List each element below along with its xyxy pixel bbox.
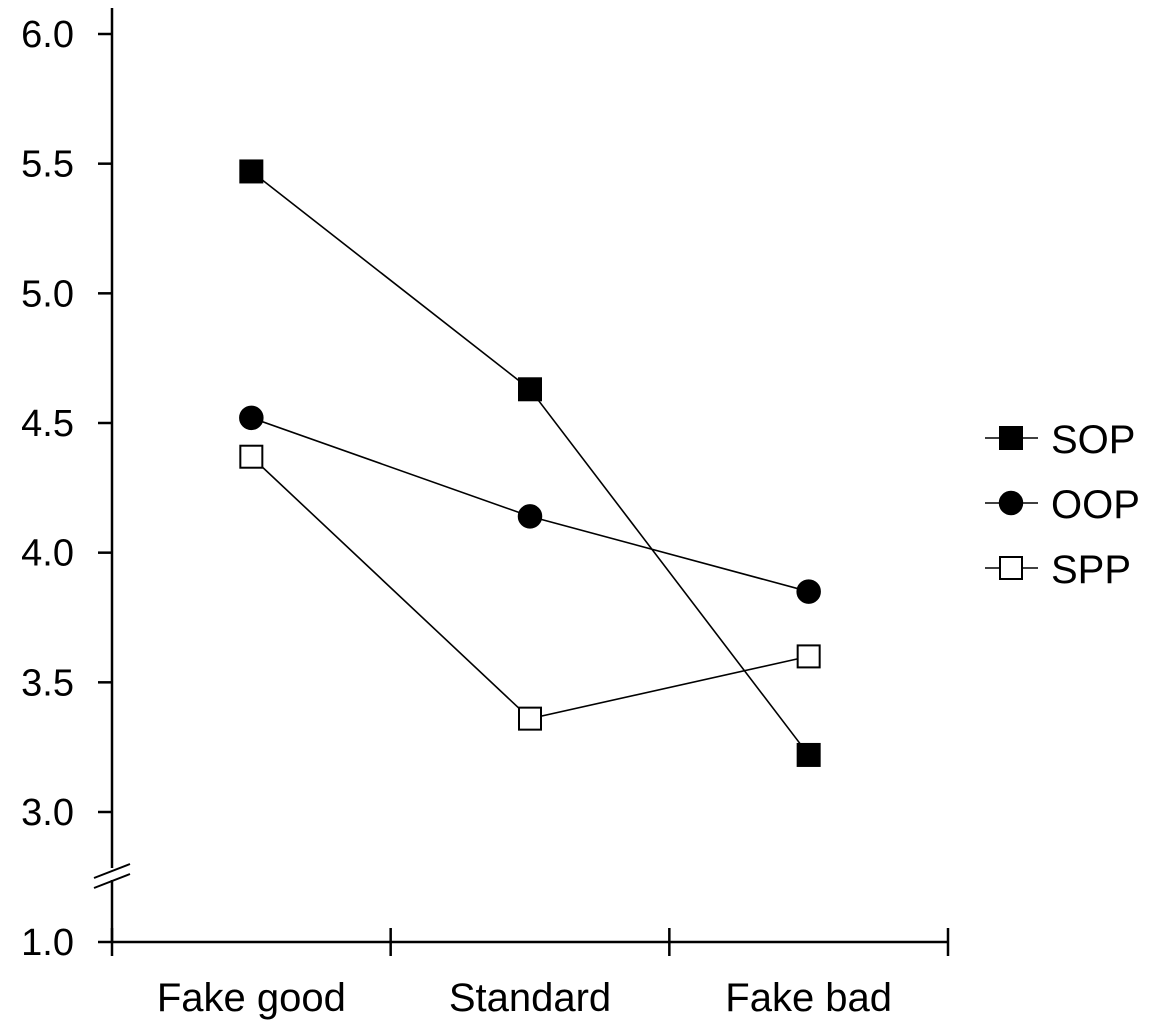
legend-marker — [999, 426, 1023, 450]
axis-break-marks — [93, 863, 131, 889]
y-tick-label: 5.5 — [21, 144, 74, 186]
data-point — [517, 504, 543, 529]
series-line — [250, 170, 810, 756]
data-point — [796, 579, 821, 604]
y-tick-label: 3.5 — [21, 662, 74, 704]
data-point — [239, 159, 264, 184]
series-oop — [239, 405, 821, 604]
legend-label: SOP — [1051, 418, 1135, 462]
y-tick-label: 5.0 — [21, 273, 74, 315]
data-point — [796, 742, 821, 767]
legend-item: OOP — [985, 483, 1140, 527]
axis-break-mark — [93, 863, 131, 879]
data-point — [518, 377, 542, 402]
x-tick-label: Fake good — [157, 976, 346, 1020]
data-point — [239, 405, 264, 431]
series-line — [250, 456, 809, 720]
legend-item: SPP — [985, 548, 1131, 592]
y-tick-label: 3.0 — [21, 792, 74, 834]
axes — [93, 8, 948, 944]
legend: SOP OOP SPP — [985, 418, 1140, 592]
axis-break-mark — [93, 873, 131, 889]
series-layer — [239, 159, 821, 767]
legend-label: SPP — [1051, 548, 1131, 592]
y-tick-label: 6.0 — [21, 14, 74, 56]
y-axis-ticks: 1.0 3.0 3.5 4.0 4.5 5.0 5.5 6.0 — [21, 14, 112, 964]
x-tick-label: Standard — [449, 976, 611, 1020]
legend-marker — [999, 556, 1023, 580]
x-axis-ticks: Fake good Standard Fake bad — [110, 928, 950, 1020]
y-tick-label: 4.5 — [21, 403, 74, 445]
data-point — [796, 644, 821, 669]
y-tick-label: 4.0 — [21, 533, 74, 575]
y-tick-label: 1.0 — [21, 922, 74, 964]
series-spp — [239, 444, 821, 731]
series-sop — [239, 159, 821, 767]
data-point — [518, 706, 542, 731]
legend-marker — [998, 490, 1024, 516]
legend-item: SOP — [985, 418, 1135, 462]
legend-label: OOP — [1051, 483, 1140, 527]
x-tick-label: Fake bad — [725, 976, 892, 1020]
data-point — [239, 444, 264, 469]
